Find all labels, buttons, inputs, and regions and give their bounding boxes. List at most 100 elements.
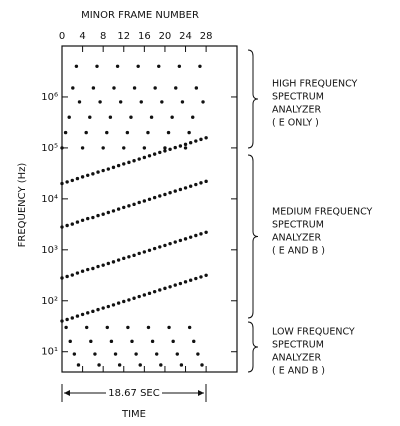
point: [64, 325, 68, 330]
point: [96, 307, 100, 312]
point: [137, 251, 141, 256]
point: [152, 195, 157, 200]
point: [159, 363, 163, 367]
point: [85, 325, 89, 330]
point: [86, 311, 90, 315]
point: [199, 137, 203, 142]
y-tick-label: 10²: [41, 296, 58, 307]
point: [158, 150, 162, 155]
point: [142, 155, 147, 160]
point: [80, 269, 85, 273]
point: [113, 352, 118, 356]
point: [116, 258, 121, 262]
group-label: SPECTRUM: [272, 340, 324, 351]
point: [158, 245, 162, 249]
point: [67, 115, 71, 119]
point: [188, 278, 193, 282]
point: [163, 286, 167, 291]
point: [147, 197, 152, 202]
point: [122, 299, 126, 304]
point: [199, 181, 203, 185]
group-label: SPECTRUM: [272, 92, 324, 103]
point: [60, 181, 64, 186]
point: [137, 200, 141, 205]
point: [70, 222, 74, 226]
point: [153, 86, 157, 90]
point: [101, 168, 105, 173]
point: [122, 256, 126, 261]
point: [180, 100, 185, 104]
point: [91, 266, 95, 271]
point: [204, 230, 208, 234]
point: [194, 86, 199, 90]
point: [163, 149, 167, 153]
point: [72, 352, 77, 356]
point: [152, 246, 157, 251]
x-tick-label: 4: [79, 31, 85, 42]
point: [194, 233, 198, 238]
point: [191, 115, 195, 119]
point: [88, 115, 92, 119]
point: [116, 301, 121, 305]
point: [204, 179, 208, 184]
point: [75, 271, 80, 275]
point: [183, 280, 188, 284]
point: [155, 352, 159, 356]
point: [199, 275, 203, 279]
point: [65, 223, 69, 228]
point: [89, 339, 93, 344]
point: [91, 172, 95, 176]
point: [111, 209, 116, 213]
group-label: ( E AND B ): [272, 246, 325, 257]
point: [111, 260, 116, 264]
point: [157, 64, 161, 68]
x-tick-label: 8: [100, 31, 106, 42]
point: [152, 289, 157, 294]
y-tick-label: 10⁶: [41, 92, 58, 103]
group-label: ANALYZER: [272, 105, 321, 116]
point: [149, 115, 154, 119]
point: [96, 170, 100, 174]
point: [98, 100, 102, 104]
point: [116, 163, 121, 168]
y-tick-label: 10⁵: [41, 143, 58, 154]
point: [96, 213, 100, 218]
point: [160, 100, 164, 104]
point: [101, 212, 105, 216]
point: [91, 215, 95, 220]
point: [152, 152, 157, 156]
point: [105, 325, 109, 330]
point: [166, 130, 171, 135]
point: [112, 86, 116, 90]
point: [130, 339, 134, 344]
point: [178, 281, 183, 286]
point: [167, 325, 171, 330]
brace: [247, 321, 259, 373]
point: [77, 100, 82, 104]
point: [60, 146, 64, 150]
point: [127, 160, 131, 165]
time-label: TIME: [121, 409, 146, 420]
point: [86, 267, 90, 272]
point: [138, 363, 142, 367]
point: [188, 141, 193, 145]
point: [173, 283, 177, 287]
y-axis-label: FREQUENCY (Hz): [17, 163, 28, 248]
point: [170, 115, 174, 119]
point: [129, 115, 133, 119]
point: [132, 86, 137, 90]
point: [147, 291, 152, 296]
x-tick-label: 20: [159, 31, 172, 42]
point: [101, 263, 105, 267]
point: [91, 86, 96, 90]
point: [109, 339, 114, 344]
point: [91, 309, 95, 314]
point: [194, 276, 198, 281]
point: [142, 250, 147, 254]
group-label: ANALYZER: [272, 353, 321, 364]
group-label: SPECTRUM: [272, 220, 324, 231]
point: [106, 167, 111, 171]
point: [136, 64, 140, 68]
x-axis-label: MINOR FRAME NUMBER: [81, 10, 199, 21]
point: [75, 220, 80, 224]
